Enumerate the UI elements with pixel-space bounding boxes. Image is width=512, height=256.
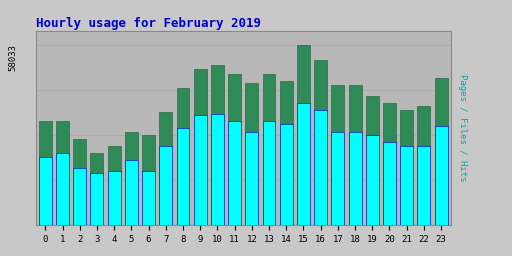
Bar — [73, 168, 86, 225]
Bar — [194, 115, 207, 225]
Bar — [211, 65, 224, 225]
Bar — [331, 132, 344, 225]
Bar — [349, 132, 361, 225]
Bar — [417, 106, 431, 225]
Bar — [400, 110, 413, 225]
Bar — [280, 124, 293, 225]
Bar — [142, 171, 155, 225]
Bar — [159, 112, 172, 225]
Bar — [314, 60, 327, 225]
Bar — [228, 74, 241, 225]
Bar — [91, 153, 103, 225]
Bar — [39, 157, 52, 225]
Bar — [383, 103, 396, 225]
Text: Pages / Files / Hits: Pages / Files / Hits — [458, 74, 467, 182]
Bar — [108, 146, 121, 225]
Bar — [142, 135, 155, 225]
Bar — [297, 103, 310, 225]
Bar — [39, 121, 52, 225]
Bar — [314, 110, 327, 225]
Bar — [263, 74, 275, 225]
Text: Hourly usage for February 2019: Hourly usage for February 2019 — [36, 17, 261, 29]
Bar — [263, 121, 275, 225]
Bar — [228, 121, 241, 225]
Bar — [194, 69, 207, 225]
Bar — [245, 132, 258, 225]
Bar — [91, 173, 103, 225]
Bar — [177, 128, 189, 225]
Bar — [56, 121, 69, 225]
Bar — [435, 78, 447, 225]
Bar — [417, 146, 431, 225]
Bar — [108, 171, 121, 225]
Bar — [56, 153, 69, 225]
Bar — [125, 132, 138, 225]
Text: 58033: 58033 — [9, 44, 17, 71]
Bar — [435, 126, 447, 225]
Bar — [366, 135, 379, 225]
Bar — [177, 88, 189, 225]
Bar — [366, 95, 379, 225]
Bar — [383, 142, 396, 225]
Bar — [349, 85, 361, 225]
Bar — [125, 161, 138, 225]
Bar — [297, 45, 310, 225]
Bar — [331, 85, 344, 225]
Bar — [245, 83, 258, 225]
Bar — [159, 146, 172, 225]
Bar — [400, 146, 413, 225]
Bar — [73, 139, 86, 225]
Bar — [280, 81, 293, 225]
Bar — [211, 114, 224, 225]
